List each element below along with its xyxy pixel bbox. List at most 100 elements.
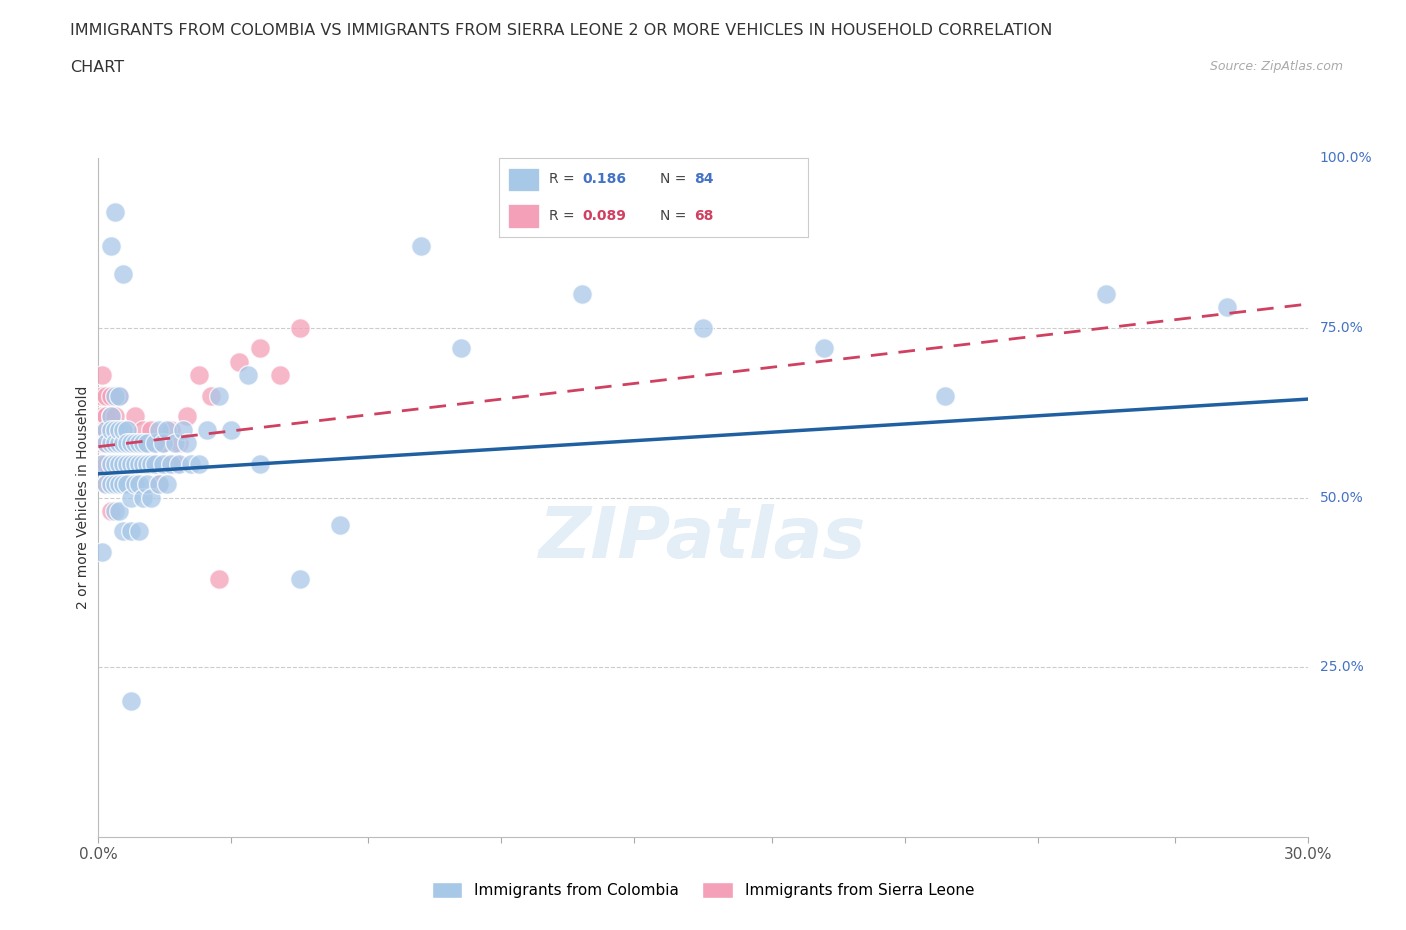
Point bbox=[107, 457, 129, 472]
Point bbox=[100, 476, 122, 491]
Point bbox=[100, 389, 122, 404]
Point bbox=[135, 457, 157, 472]
Point bbox=[139, 422, 162, 437]
Text: Source: ZipAtlas.com: Source: ZipAtlas.com bbox=[1209, 60, 1343, 73]
Point bbox=[115, 476, 138, 491]
Point bbox=[96, 422, 118, 437]
Point bbox=[100, 436, 122, 451]
Point bbox=[111, 457, 134, 472]
Point bbox=[156, 476, 179, 491]
Point bbox=[103, 476, 125, 491]
Point bbox=[111, 266, 134, 281]
Point bbox=[221, 422, 243, 437]
Point bbox=[813, 340, 835, 355]
Point bbox=[450, 340, 472, 355]
Point bbox=[208, 389, 231, 404]
Point bbox=[115, 457, 138, 472]
Point bbox=[163, 436, 186, 451]
Text: N =: N = bbox=[659, 209, 690, 223]
Text: 68: 68 bbox=[695, 209, 713, 223]
Point bbox=[120, 457, 142, 472]
Point bbox=[96, 457, 118, 472]
Point bbox=[152, 436, 174, 451]
Point bbox=[139, 457, 162, 472]
Point bbox=[135, 436, 157, 451]
Point bbox=[163, 457, 186, 472]
Point bbox=[228, 354, 250, 369]
Point bbox=[115, 457, 138, 472]
Text: 0.089: 0.089 bbox=[582, 209, 627, 223]
Point bbox=[100, 457, 122, 472]
Point bbox=[148, 422, 170, 437]
Point bbox=[91, 408, 114, 423]
Point bbox=[135, 436, 157, 451]
Point bbox=[124, 436, 146, 451]
Point bbox=[152, 457, 174, 472]
Text: 50.0%: 50.0% bbox=[1320, 490, 1364, 505]
Point bbox=[195, 422, 218, 437]
Point bbox=[96, 476, 118, 491]
Point bbox=[156, 457, 179, 472]
Text: 25.0%: 25.0% bbox=[1320, 660, 1364, 674]
Point bbox=[167, 436, 190, 451]
Point bbox=[107, 422, 129, 437]
Point bbox=[172, 422, 194, 437]
Point bbox=[132, 490, 155, 505]
Point bbox=[96, 408, 118, 423]
Point bbox=[100, 504, 122, 519]
Point bbox=[103, 422, 125, 437]
Point bbox=[107, 436, 129, 451]
Point bbox=[288, 572, 311, 587]
Point bbox=[124, 457, 146, 472]
Text: 84: 84 bbox=[695, 172, 713, 186]
Point bbox=[100, 422, 122, 437]
Point bbox=[103, 457, 125, 472]
Point bbox=[103, 408, 125, 423]
Point bbox=[120, 457, 142, 472]
Point bbox=[120, 525, 142, 539]
Point bbox=[91, 368, 114, 383]
Point bbox=[107, 476, 129, 491]
Point bbox=[103, 422, 125, 437]
Bar bbox=[509, 167, 540, 192]
Point bbox=[91, 544, 114, 559]
Point bbox=[124, 408, 146, 423]
Point bbox=[100, 436, 122, 451]
Point bbox=[128, 525, 150, 539]
Point bbox=[103, 436, 125, 451]
Point bbox=[120, 490, 142, 505]
Point bbox=[934, 389, 956, 404]
Point bbox=[111, 476, 134, 491]
Point bbox=[124, 476, 146, 491]
Point bbox=[128, 436, 150, 451]
Text: R =: R = bbox=[548, 172, 579, 186]
Point bbox=[111, 525, 134, 539]
Point bbox=[692, 320, 714, 336]
Point bbox=[132, 422, 155, 437]
Point bbox=[160, 422, 183, 437]
Point bbox=[143, 457, 166, 472]
Y-axis label: 2 or more Vehicles in Household: 2 or more Vehicles in Household bbox=[76, 386, 90, 609]
Point bbox=[103, 436, 125, 451]
Text: 0.186: 0.186 bbox=[582, 172, 627, 186]
Point bbox=[236, 368, 259, 383]
Point bbox=[107, 436, 129, 451]
Point bbox=[135, 457, 157, 472]
Point bbox=[91, 457, 114, 472]
Text: ZIPatlas: ZIPatlas bbox=[540, 504, 866, 573]
Point bbox=[103, 457, 125, 472]
Point bbox=[132, 436, 155, 451]
Point bbox=[115, 436, 138, 451]
Point bbox=[115, 422, 138, 437]
Point bbox=[180, 457, 202, 472]
Point bbox=[269, 368, 291, 383]
Point bbox=[103, 205, 125, 219]
Text: N =: N = bbox=[659, 172, 690, 186]
Point bbox=[200, 389, 222, 404]
Point bbox=[176, 436, 198, 451]
Point bbox=[128, 436, 150, 451]
Point bbox=[111, 436, 134, 451]
Point bbox=[111, 436, 134, 451]
Point bbox=[103, 504, 125, 519]
Point bbox=[91, 436, 114, 451]
